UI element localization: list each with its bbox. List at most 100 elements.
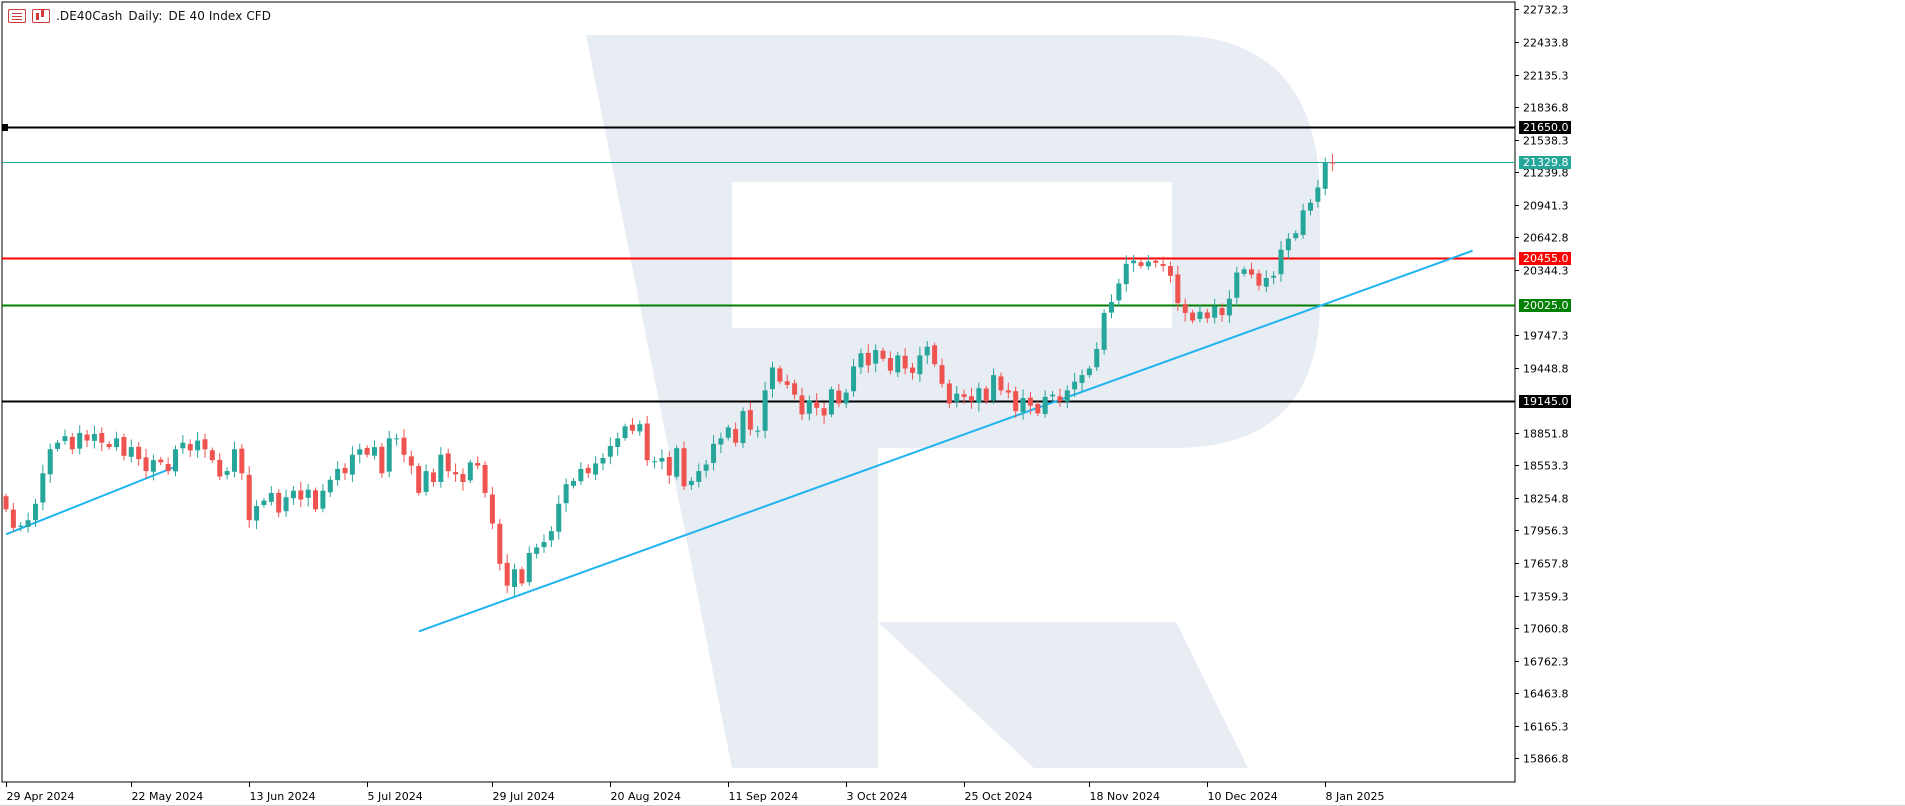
candle-94 (696, 463, 702, 488)
candle-body (563, 484, 569, 504)
candle-body (445, 453, 451, 472)
level-tag-bg (1519, 395, 1571, 408)
candle-body (1234, 272, 1240, 298)
bars-icon[interactable] (32, 9, 50, 23)
candle-29 (217, 453, 223, 481)
candle-107 (792, 379, 798, 400)
candle-body (681, 448, 687, 487)
candle-body (784, 381, 790, 385)
level-tag-bg (1519, 156, 1571, 169)
candle-body (497, 523, 503, 564)
candle-51 (379, 443, 385, 478)
candle-140 (1035, 401, 1041, 416)
candle-body (364, 447, 370, 455)
candle-153 (1131, 254, 1137, 272)
x-tick-label-10: 10 Dec 2024 (1208, 790, 1278, 803)
trendline-0 (5, 465, 176, 536)
candle-159 (1175, 265, 1181, 311)
candle-body (1219, 308, 1225, 316)
list-icon[interactable] (8, 9, 26, 23)
candle-31 (231, 441, 237, 478)
candle-body (283, 497, 289, 512)
candle-114 (843, 388, 849, 409)
x-tick-label-6: 11 Sep 2024 (729, 790, 799, 803)
candle-111 (821, 402, 827, 425)
candle-84 (622, 423, 628, 441)
candle-26 (195, 431, 201, 458)
candle-143 (1057, 388, 1063, 407)
candle-body (475, 463, 481, 466)
candle-172 (1271, 271, 1277, 285)
candle-18 (136, 442, 142, 466)
candle-body (895, 355, 901, 373)
candle-body (828, 389, 834, 415)
candle-169 (1249, 262, 1255, 279)
candle-body (379, 446, 385, 474)
candle-body (887, 358, 893, 371)
candle-119 (880, 347, 886, 362)
candle-body (578, 468, 584, 482)
candle-15 (114, 431, 120, 451)
candle-body (733, 429, 739, 443)
candle-body (688, 480, 694, 486)
candle-86 (637, 420, 643, 437)
x-tick-label-11: 8 Jan 2025 (1326, 790, 1385, 803)
candle-112 (828, 386, 834, 418)
candle-body (416, 465, 422, 493)
candle-151 (1116, 278, 1122, 308)
candle-body (40, 473, 46, 503)
candle-body (209, 450, 215, 461)
candle-129 (954, 386, 960, 408)
candle-body (873, 350, 879, 364)
candle-71 (526, 546, 532, 586)
candle-72 (534, 543, 540, 559)
candle-body (99, 433, 105, 443)
candle-90 (666, 451, 672, 485)
candle-7 (55, 440, 61, 452)
candle-101 (747, 402, 753, 436)
candle-body (261, 500, 267, 506)
candle-body (983, 388, 989, 402)
y-tick-label-25: 22433.8 (1523, 37, 1569, 50)
candle-23 (173, 445, 179, 477)
candle-128 (946, 379, 952, 409)
candle-body (69, 436, 75, 450)
candle-body (1138, 262, 1144, 266)
candle-109 (806, 395, 812, 421)
candle-24 (180, 435, 186, 454)
candle-178 (1315, 179, 1321, 208)
candle-41 (305, 483, 311, 507)
candle-28 (209, 447, 215, 463)
candle-body (268, 492, 274, 502)
candle-body (32, 503, 38, 521)
candle-13 (99, 427, 105, 452)
candle-164 (1212, 298, 1218, 324)
candle-80 (593, 455, 599, 481)
candle-58 (430, 468, 436, 487)
candle-27 (202, 433, 208, 458)
candle-body (1167, 266, 1173, 276)
plot-frame (1, 1, 1516, 783)
candle-127 (939, 358, 945, 388)
candle-30 (224, 467, 230, 480)
candle-body (740, 411, 746, 444)
candle-167 (1234, 266, 1240, 307)
candle-body (534, 547, 540, 554)
candle-body (954, 393, 960, 402)
candle-body (91, 434, 97, 441)
candle-49 (364, 445, 370, 458)
y-tick-label-6: 17657.8 (1523, 558, 1569, 571)
candle-body (1035, 404, 1041, 414)
candle-body (968, 396, 974, 402)
candle-body (769, 367, 775, 390)
candle-body (1212, 306, 1218, 318)
candle-77 (570, 478, 576, 489)
level-tag-text: 21329.8 (1523, 156, 1569, 169)
candle-171 (1263, 270, 1269, 293)
candle-142 (1050, 391, 1056, 401)
x-tick-label-9: 18 Nov 2024 (1090, 790, 1160, 803)
candle-body (821, 408, 827, 416)
candle-body (924, 346, 930, 356)
y-tick-label-24: 22135.3 (1523, 70, 1569, 83)
